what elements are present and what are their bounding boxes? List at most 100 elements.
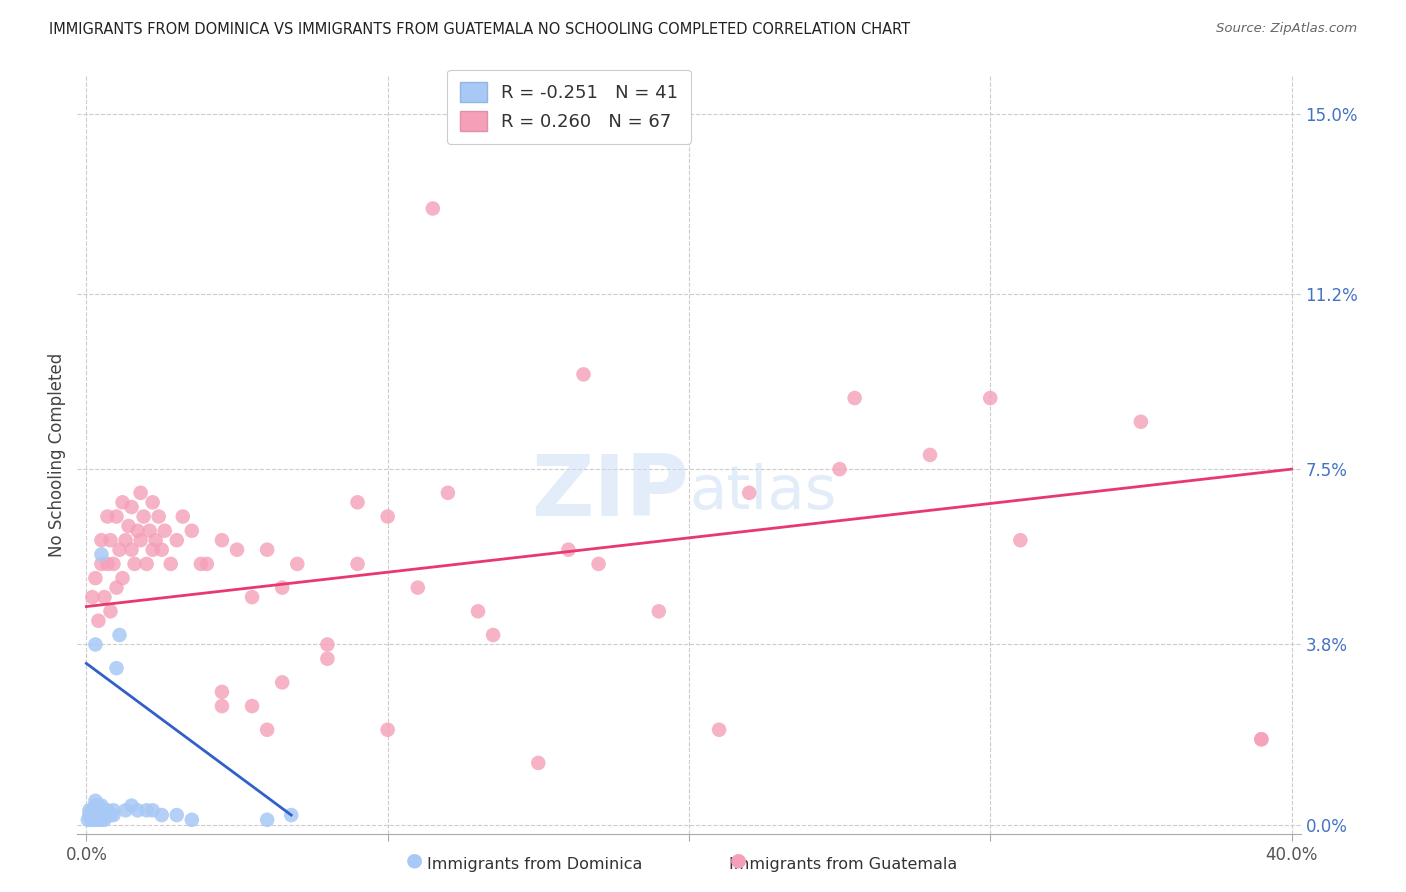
Text: ZIP: ZIP bbox=[531, 451, 689, 534]
Point bbox=[256, 723, 278, 737]
Text: Source: ZipAtlas.com: Source: ZipAtlas.com bbox=[1216, 22, 1357, 36]
Point bbox=[153, 524, 176, 538]
Point bbox=[129, 485, 152, 500]
Point bbox=[377, 509, 399, 524]
Point bbox=[105, 581, 128, 595]
Point bbox=[129, 533, 152, 548]
Y-axis label: No Schooling Completed: No Schooling Completed bbox=[48, 353, 66, 557]
Point bbox=[316, 651, 339, 665]
Point bbox=[117, 519, 139, 533]
Point bbox=[844, 391, 866, 405]
Point bbox=[103, 803, 125, 817]
Point bbox=[100, 604, 122, 618]
Point bbox=[211, 533, 233, 548]
Point bbox=[84, 813, 107, 827]
Point bbox=[100, 808, 122, 822]
Point bbox=[1250, 732, 1272, 747]
Point bbox=[285, 557, 308, 571]
Point bbox=[377, 723, 399, 737]
Point bbox=[211, 685, 233, 699]
Point bbox=[138, 524, 160, 538]
Point bbox=[79, 803, 101, 817]
Point bbox=[82, 590, 104, 604]
Point bbox=[271, 581, 294, 595]
Point bbox=[467, 604, 489, 618]
Text: atlas: atlas bbox=[689, 463, 837, 523]
Point bbox=[1129, 415, 1152, 429]
Point bbox=[100, 533, 122, 548]
Point bbox=[90, 803, 112, 817]
Point bbox=[84, 637, 107, 651]
Text: ●: ● bbox=[406, 851, 423, 870]
Point bbox=[108, 628, 131, 642]
Point bbox=[256, 542, 278, 557]
Point bbox=[1250, 732, 1272, 747]
Point bbox=[918, 448, 941, 462]
Point bbox=[280, 808, 302, 822]
Point bbox=[90, 808, 112, 822]
Text: Immigrants from Dominica: Immigrants from Dominica bbox=[426, 857, 643, 872]
Point bbox=[150, 542, 173, 557]
Point bbox=[145, 533, 167, 548]
Point bbox=[406, 581, 429, 595]
Point bbox=[240, 590, 263, 604]
Point bbox=[76, 813, 98, 827]
Point bbox=[90, 557, 112, 571]
Point bbox=[142, 495, 165, 509]
Point bbox=[150, 808, 173, 822]
Point bbox=[84, 803, 107, 817]
Point bbox=[84, 794, 107, 808]
Point bbox=[103, 557, 125, 571]
Point bbox=[96, 803, 118, 817]
Point bbox=[195, 557, 218, 571]
Point bbox=[527, 756, 550, 770]
Point bbox=[111, 571, 134, 585]
Point bbox=[90, 533, 112, 548]
Point bbox=[437, 485, 460, 500]
Point bbox=[93, 813, 115, 827]
Point bbox=[87, 808, 110, 822]
Point bbox=[256, 813, 278, 827]
Point bbox=[135, 557, 157, 571]
Point bbox=[482, 628, 505, 642]
Point bbox=[1010, 533, 1032, 548]
Point bbox=[87, 813, 110, 827]
Point bbox=[90, 548, 112, 562]
Point bbox=[557, 542, 579, 557]
Point bbox=[142, 803, 165, 817]
Point bbox=[93, 808, 115, 822]
Point bbox=[90, 813, 112, 827]
Point bbox=[84, 808, 107, 822]
Point bbox=[422, 202, 444, 216]
Point bbox=[127, 803, 149, 817]
Point bbox=[111, 495, 134, 509]
Point bbox=[159, 557, 181, 571]
Point bbox=[828, 462, 851, 476]
Point bbox=[132, 509, 155, 524]
Point bbox=[135, 803, 157, 817]
Point bbox=[124, 557, 146, 571]
Text: IMMIGRANTS FROM DOMINICA VS IMMIGRANTS FROM GUATEMALA NO SCHOOLING COMPLETED COR: IMMIGRANTS FROM DOMINICA VS IMMIGRANTS F… bbox=[49, 22, 910, 37]
Point bbox=[127, 524, 149, 538]
Point bbox=[142, 542, 165, 557]
Point bbox=[105, 661, 128, 675]
Point bbox=[572, 368, 595, 382]
Point bbox=[93, 590, 115, 604]
Point bbox=[90, 798, 112, 813]
Point bbox=[180, 813, 202, 827]
Legend: R = -0.251   N = 41, R = 0.260   N = 67: R = -0.251 N = 41, R = 0.260 N = 67 bbox=[447, 70, 690, 144]
Point bbox=[96, 808, 118, 822]
Point bbox=[190, 557, 212, 571]
Point bbox=[96, 557, 118, 571]
Text: ●: ● bbox=[730, 851, 747, 870]
Point bbox=[346, 557, 368, 571]
Point bbox=[180, 524, 202, 538]
Point bbox=[80, 813, 103, 827]
Point bbox=[121, 798, 143, 813]
Point bbox=[103, 808, 125, 822]
Point bbox=[114, 803, 136, 817]
Point bbox=[648, 604, 671, 618]
Point bbox=[316, 637, 339, 651]
Point bbox=[166, 808, 188, 822]
Point bbox=[87, 803, 110, 817]
